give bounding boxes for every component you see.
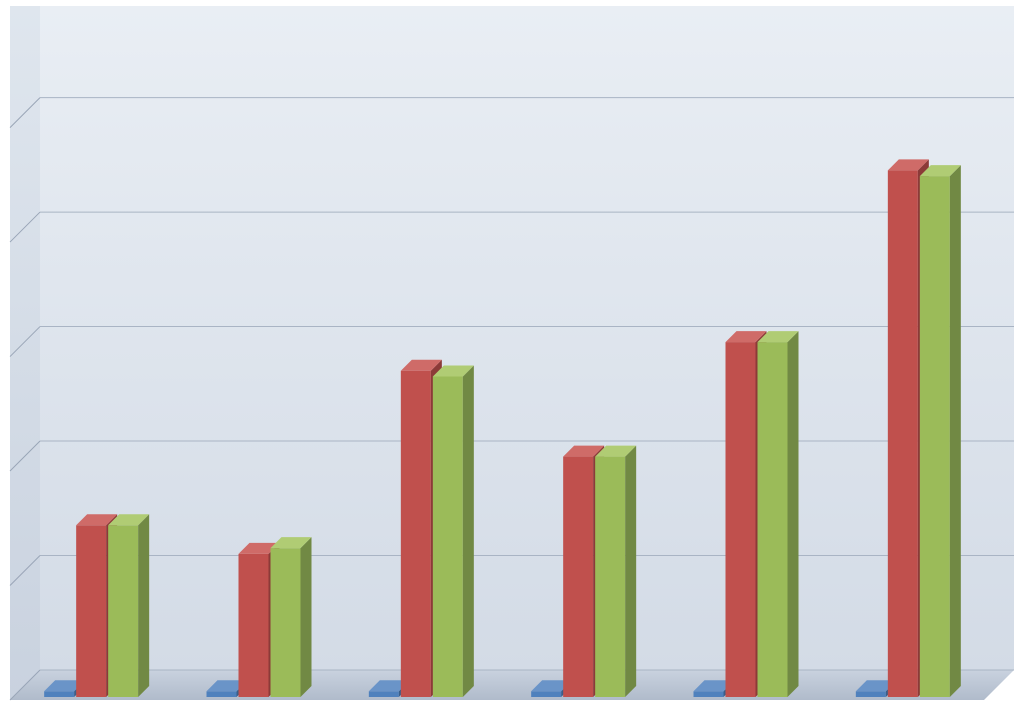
bar (920, 176, 950, 697)
bar (758, 342, 788, 697)
bar (563, 457, 593, 697)
bar (401, 371, 431, 697)
bar (207, 691, 237, 697)
bar (433, 376, 463, 697)
bar (271, 548, 301, 697)
bar-chart-3d (0, 0, 1024, 710)
bar (888, 170, 918, 697)
bar (726, 342, 756, 697)
bar (369, 691, 399, 697)
bar (239, 554, 269, 697)
bar (694, 691, 724, 697)
bar (856, 691, 886, 697)
bar (76, 525, 106, 697)
bar (108, 525, 138, 697)
bar (595, 457, 625, 697)
bar (44, 691, 74, 697)
bar (531, 691, 561, 697)
